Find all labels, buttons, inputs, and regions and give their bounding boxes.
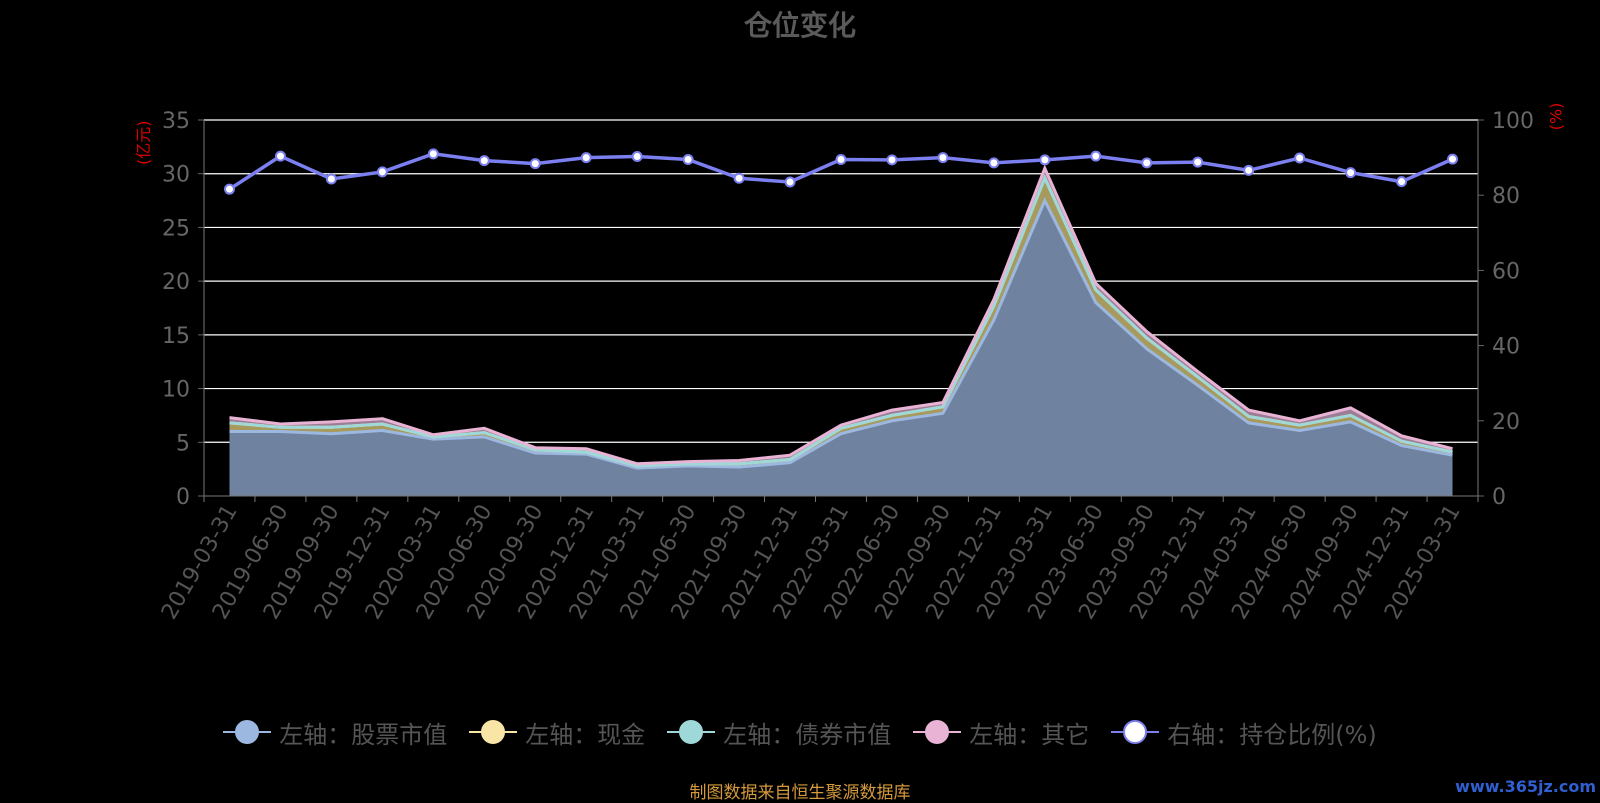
legend-ratio-icon (1111, 718, 1160, 746)
ratio-point (937, 152, 949, 164)
legend-cash-icon (469, 718, 518, 746)
left-axis-tick-label: 5 (176, 431, 190, 456)
left-axis-tick-label: 10 (162, 378, 190, 403)
right-axis-tick-label: 40 (1492, 335, 1520, 360)
ratio-point (1294, 152, 1306, 164)
ratio-point (1243, 164, 1255, 176)
right-axis-tick-label: 20 (1492, 410, 1520, 435)
left-axis-tick-label: 15 (162, 324, 190, 349)
ratio-point (886, 154, 898, 166)
ratio-point (580, 152, 592, 164)
left-axis-tick-label: 25 (162, 216, 190, 241)
ratio-point (835, 153, 847, 165)
legend-cash-dot (481, 720, 506, 744)
watermark-logo: www.365jz.com (1455, 777, 1596, 796)
data-source-note: 制图数据来自恒生聚源数据库 (689, 783, 911, 803)
legend-other-dot (925, 720, 950, 744)
ratio-point (223, 183, 235, 195)
area-stock (229, 200, 1453, 496)
right-axis-tick-label: 60 (1492, 259, 1520, 284)
legend-stock-label: 左轴：股票市值 (279, 720, 448, 749)
legend-other-icon (913, 718, 962, 746)
legend-item-bond[interactable]: 左轴：债券市值 (667, 715, 891, 750)
line-other (229, 164, 1453, 466)
ratio-point (1447, 153, 1459, 165)
right-axis-tick-label: 100 (1492, 109, 1534, 134)
ratio-point (1345, 167, 1357, 179)
legend-cash-label: 左轴：现金 (525, 720, 646, 749)
chart-title: 仓位变化 (743, 9, 856, 42)
left-axis-tick-label: 0 (176, 485, 190, 510)
legend-bond-label: 左轴：债券市值 (723, 720, 892, 749)
ratio-point (784, 176, 796, 188)
position-change-chart: 051015202530350204060801002019-03-312019… (157, 109, 1534, 624)
legend-item-other[interactable]: 左轴：其它 (913, 715, 1089, 750)
ratio-point (529, 158, 541, 170)
legend-item-cash[interactable]: 左轴：现金 (469, 715, 645, 750)
ratio-point (1192, 156, 1204, 168)
legend-ratio-dot (1123, 720, 1148, 744)
legend-item-ratio[interactable]: 右轴：持仓比例(%) (1111, 715, 1377, 750)
legend-stock-dot (235, 720, 260, 744)
legend-ratio-label: 右轴：持仓比例(%) (1167, 720, 1377, 749)
chart-legend: 左轴：股票市值 左轴：现金 左轴：债券市值 左轴：其它 右轴：持仓比例(%) (0, 712, 1600, 752)
right-axis-tick-label: 0 (1492, 485, 1506, 510)
ratio-point (631, 150, 643, 162)
legend-stock-icon (223, 718, 272, 746)
line-stock (229, 197, 1453, 470)
ratio-point (427, 148, 439, 160)
legend-item-stock[interactable]: 左轴：股票市值 (223, 715, 447, 750)
legend-bond-dot (679, 720, 704, 744)
ratio-point (1141, 157, 1153, 169)
legend-other-label: 左轴：其它 (969, 720, 1090, 749)
ratio-point (376, 166, 388, 178)
ratio-point (682, 153, 694, 165)
right-axis-tick-label: 80 (1492, 184, 1520, 209)
left-axis-tick-label: 35 (162, 109, 190, 134)
ratio-point (274, 150, 286, 162)
ratio-point (733, 172, 745, 184)
ratio-point (478, 155, 490, 167)
legend-bond-icon (667, 718, 716, 746)
left-axis-tick-label: 30 (162, 163, 190, 188)
ratio-point (325, 173, 337, 185)
left-axis-tick-label: 20 (162, 270, 190, 295)
ratio-point (1090, 150, 1102, 162)
ratio-point (1396, 176, 1408, 188)
ratio-point (988, 157, 1000, 169)
ratio-point (1039, 154, 1051, 166)
line-bond (229, 174, 1453, 468)
